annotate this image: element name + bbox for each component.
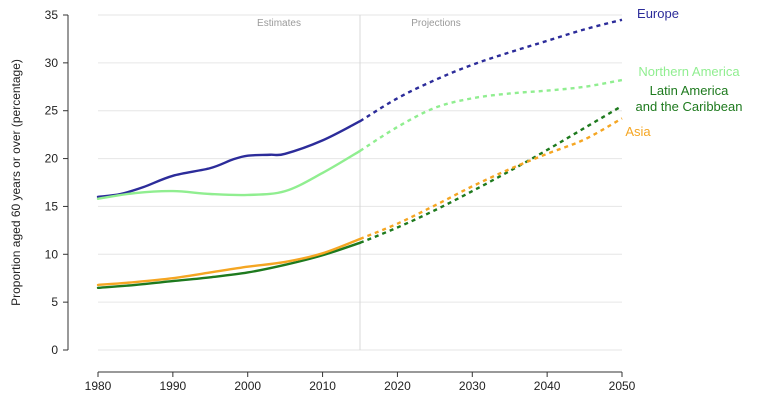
y-tick-label: 0: [51, 343, 58, 357]
series-lines: [96, 18, 623, 289]
region-labels: Estimates Projections: [257, 18, 461, 29]
y-tick-label: 35: [45, 8, 59, 22]
x-tick-label: 2020: [384, 379, 411, 393]
series-line-europe-estimates: [96, 120, 362, 199]
x-tick-label: 2030: [459, 379, 486, 393]
series-label: Latin America: [650, 83, 730, 98]
y-tick-label: 30: [45, 56, 59, 70]
y-axis-label: Proportion aged 60 years or over (percen…: [9, 59, 23, 306]
y-tick-label: 5: [51, 295, 58, 309]
y-tick-label: 10: [45, 247, 59, 261]
y-tick-label: 25: [45, 104, 59, 118]
series-line-asia-estimates: [96, 237, 362, 287]
y-tick-label: 15: [45, 199, 59, 213]
x-tick-label: 1980: [85, 379, 112, 393]
x-tick-label: 1990: [160, 379, 187, 393]
series-line-latin-america-and-the-caribbean-estimates: [96, 241, 362, 289]
x-tick-label: 2040: [534, 379, 561, 393]
series-label: Northern America: [638, 64, 740, 79]
series-line-northern-america-estimates: [96, 149, 362, 200]
y-tick-label: 20: [45, 152, 59, 166]
x-tick-label: 2050: [609, 379, 636, 393]
series-line-europe-projections: [359, 18, 623, 123]
series-label: Europe: [637, 6, 679, 21]
axes: 1980 1990 2000 2010 2020 2030 2040 205005101520…: [45, 8, 636, 393]
series-line-asia-projections: [359, 117, 623, 241]
series-label: Asia: [625, 124, 651, 139]
estimates-label: Estimates: [257, 18, 301, 29]
series-line-northern-america-projections: [359, 78, 623, 152]
series-label: and the Caribbean: [636, 99, 743, 114]
projections-label: Projections: [411, 18, 460, 29]
series-line-latin-america-and-the-caribbean-projections: [359, 104, 623, 244]
x-tick-label: 2000: [234, 379, 261, 393]
x-tick-label: 2010: [309, 379, 336, 393]
